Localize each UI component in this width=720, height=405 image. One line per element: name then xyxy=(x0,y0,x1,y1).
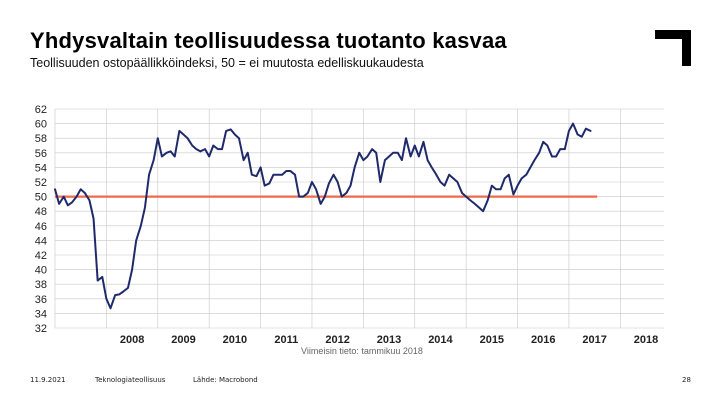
footer-source: Lähde: Macrobond xyxy=(193,376,258,384)
y-tick-label: 42 xyxy=(35,250,47,262)
x-tick-label: 2014 xyxy=(428,334,453,346)
y-tick-label: 36 xyxy=(35,294,47,306)
y-tick-label: 38 xyxy=(35,279,47,291)
x-tick-label: 2013 xyxy=(377,334,401,346)
x-tick-label: 2012 xyxy=(325,334,349,346)
y-tick-label: 56 xyxy=(35,148,47,160)
y-tick-label: 44 xyxy=(35,235,47,247)
x-axis-ticks: 2008 2009 2010 2011 2012 2013 2014 2015 2016 2017… xyxy=(120,334,658,346)
y-tick-label: 34 xyxy=(35,308,47,320)
y-tick-label: 32 xyxy=(35,323,47,335)
y-tick-label: 62 xyxy=(35,104,47,116)
corner-bracket-logo xyxy=(655,30,691,66)
y-tick-label: 54 xyxy=(35,162,47,174)
chart-note: Viimeisin tieto: tammikuu 2018 xyxy=(301,346,423,356)
x-tick-label: 2015 xyxy=(480,334,504,346)
series-group xyxy=(54,122,592,310)
x-tick-label: 2010 xyxy=(223,334,247,346)
y-tick-label: 48 xyxy=(35,206,47,218)
y-tick-label: 58 xyxy=(35,133,47,145)
y-tick-label: 40 xyxy=(35,265,47,277)
x-tick-label: 2011 xyxy=(274,334,298,346)
chart-grid xyxy=(54,108,664,329)
x-tick-label: 2009 xyxy=(171,334,195,346)
page-subtitle: Teollisuuden ostopäällikköindeksi, 50 = … xyxy=(30,56,424,70)
y-tick-label: 46 xyxy=(35,221,47,233)
x-tick-label: 2008 xyxy=(120,334,144,346)
x-tick-label: 2017 xyxy=(582,334,606,346)
x-tick-label: 2016 xyxy=(531,334,555,346)
footer-org: Teknologiateollisuus xyxy=(95,376,166,384)
y-axis-ticks: 32 34 36 38 40 42 44 46 48 50 52 54 56 58 60 62 xyxy=(35,104,47,335)
y-tick-label: 50 xyxy=(35,192,47,204)
series-line xyxy=(54,122,592,310)
x-tick-label: 2018 xyxy=(634,334,658,346)
page-title: Yhdysvaltain teollisuudessa tuotanto kas… xyxy=(30,28,507,53)
y-tick-label: 60 xyxy=(35,119,47,131)
footer-date: 11.9.2021 xyxy=(30,376,66,384)
y-tick-label: 52 xyxy=(35,177,47,189)
footer-page-number: 28 xyxy=(682,376,691,384)
